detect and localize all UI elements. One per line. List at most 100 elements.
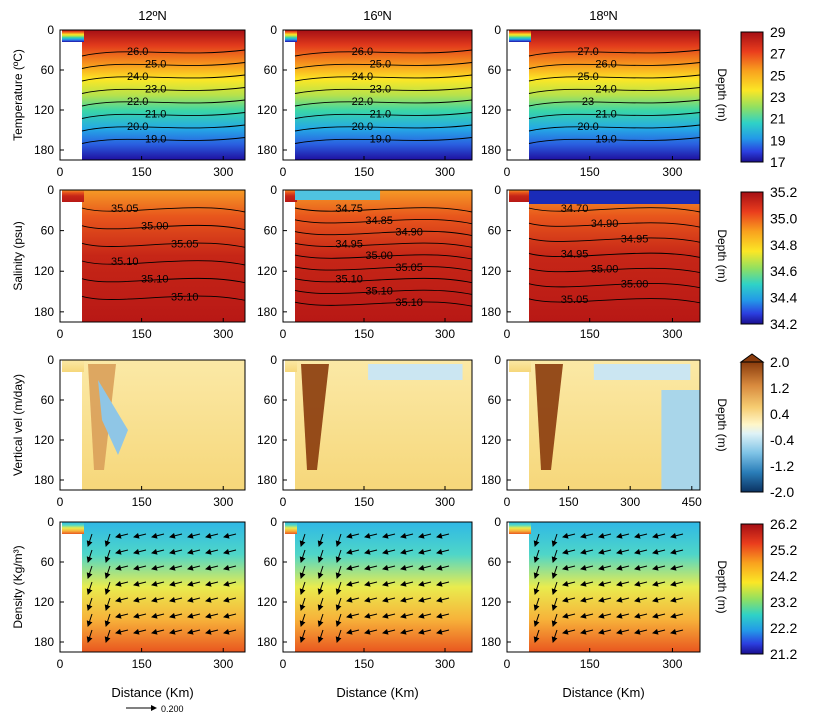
- velocity-vector: [151, 596, 165, 603]
- velocity-vector: [616, 628, 630, 635]
- contour-label: 35.05: [171, 238, 199, 250]
- panels: 26.025.024.023.022.021.020.019.006012018…: [34, 23, 702, 671]
- velocity-vector: [133, 532, 147, 539]
- bottom-labels: Distance (Km) Distance (Km) Distance (Km) 0…: [111, 685, 644, 714]
- colorbar-tick-label: 2.0: [770, 354, 790, 370]
- colorbar-ylabel: Depth (m): [715, 398, 729, 451]
- velocity-vector: [104, 613, 111, 627]
- velocity-vector: [382, 564, 396, 571]
- contour-line: [81, 99, 246, 107]
- panel-frame: [59, 189, 246, 323]
- velocity-vector: [346, 612, 360, 619]
- contour-line: [294, 254, 473, 260]
- contour-line: [294, 289, 473, 295]
- velocity-vector: [436, 548, 450, 555]
- y-tick-label: 180: [34, 473, 54, 487]
- velocity-vector: [187, 596, 201, 603]
- velocity-vector: [317, 565, 324, 579]
- velocity-vector: [169, 548, 183, 555]
- colorbar-tick-label: 19: [770, 132, 786, 148]
- contour-line: [528, 74, 701, 82]
- colorbar-tick-label: 23: [770, 89, 786, 105]
- contour-line: [294, 62, 473, 69]
- velocity-vector: [223, 628, 237, 635]
- velocity-vector: [436, 564, 450, 571]
- velocity-vector: [598, 548, 612, 555]
- velocity-vector: [382, 628, 396, 635]
- x-tick-label: 0: [280, 327, 287, 341]
- y-tick-label: 180: [257, 305, 277, 319]
- velocity-vector: [436, 532, 450, 539]
- colorbar-tick-label: 23.2: [770, 594, 797, 610]
- velocity-vector: [364, 628, 378, 635]
- velocity-vector: [169, 532, 183, 539]
- contour-label: 21.0: [145, 109, 166, 121]
- velocity-vector: [616, 548, 630, 555]
- x-axis-label: Distance (Km): [111, 685, 193, 700]
- velocity-vector: [104, 629, 111, 643]
- velocity-vector: [151, 532, 165, 539]
- contour-line: [528, 252, 701, 258]
- colorbar-tick-label: 21.2: [770, 646, 797, 662]
- velocity-vector: [533, 533, 540, 547]
- velocity-vector: [151, 580, 165, 587]
- y-tick-label: 0: [47, 353, 54, 367]
- velocity-vector: [335, 597, 342, 611]
- velocity-vector: [364, 612, 378, 619]
- contour-label: 23.0: [370, 84, 391, 96]
- y-tick-label: 0: [494, 353, 501, 367]
- velocity-vector: [652, 564, 666, 571]
- velocity-vector: [580, 596, 594, 603]
- velocity-vector: [598, 612, 612, 619]
- velocity-vector: [400, 532, 414, 539]
- contour-label: 35.10: [395, 297, 423, 309]
- contour-label: 19.0: [595, 134, 616, 146]
- contour-label: 20.0: [352, 121, 373, 133]
- upwelling-plume: [535, 364, 563, 470]
- colorbar-tick-label: 26.2: [770, 516, 797, 532]
- contour-label: 20.0: [577, 121, 598, 133]
- velocity-vector: [364, 532, 378, 539]
- colorbar-tick-label: -1.2: [770, 458, 794, 474]
- contour-line: [294, 207, 473, 213]
- velocity-vector: [133, 612, 147, 619]
- field-fill-top: [285, 30, 297, 42]
- velocity-vector: [598, 628, 612, 635]
- y-tick-label: 180: [481, 635, 501, 649]
- velocity-vector: [652, 548, 666, 555]
- velocity-vector: [299, 549, 306, 563]
- contour-label: 35.10: [365, 285, 393, 297]
- y-tick-label: 60: [488, 224, 502, 238]
- contour-label: 22.0: [127, 96, 148, 108]
- velocity-vector: [205, 628, 219, 635]
- x-tick-label: 150: [559, 495, 579, 509]
- velocity-vector: [418, 596, 432, 603]
- y-tick-label: 0: [494, 515, 501, 529]
- x-tick-label: 150: [580, 327, 600, 341]
- velocity-vector: [299, 629, 306, 643]
- velocity-vector: [169, 580, 183, 587]
- y-tick-label: 60: [41, 63, 55, 77]
- contour-label: 35.05: [395, 262, 423, 274]
- x-tick-label: 150: [354, 657, 374, 671]
- contour-label: 19.0: [370, 134, 391, 146]
- row-ylabel: Salinity (psu): [11, 221, 25, 290]
- contour-label: 25.0: [370, 59, 391, 71]
- contour-label: 26.0: [595, 59, 616, 71]
- contour-line: [294, 301, 473, 307]
- x-tick-label: 300: [662, 165, 682, 179]
- velocity-vector: [533, 597, 540, 611]
- velocity-vector: [436, 596, 450, 603]
- x-tick-label: 300: [662, 327, 682, 341]
- velocity-vector: [205, 532, 219, 539]
- velocity-vector: [364, 564, 378, 571]
- velocity-vector: [133, 628, 147, 635]
- velocity-vector: [299, 597, 306, 611]
- velocity-vector: [335, 581, 342, 595]
- panel-frame: [506, 29, 701, 161]
- downwelling-patch: [368, 364, 463, 380]
- x-tick-label: 150: [580, 165, 600, 179]
- y-tick-label: 120: [257, 103, 277, 117]
- velocity-vector: [223, 580, 237, 587]
